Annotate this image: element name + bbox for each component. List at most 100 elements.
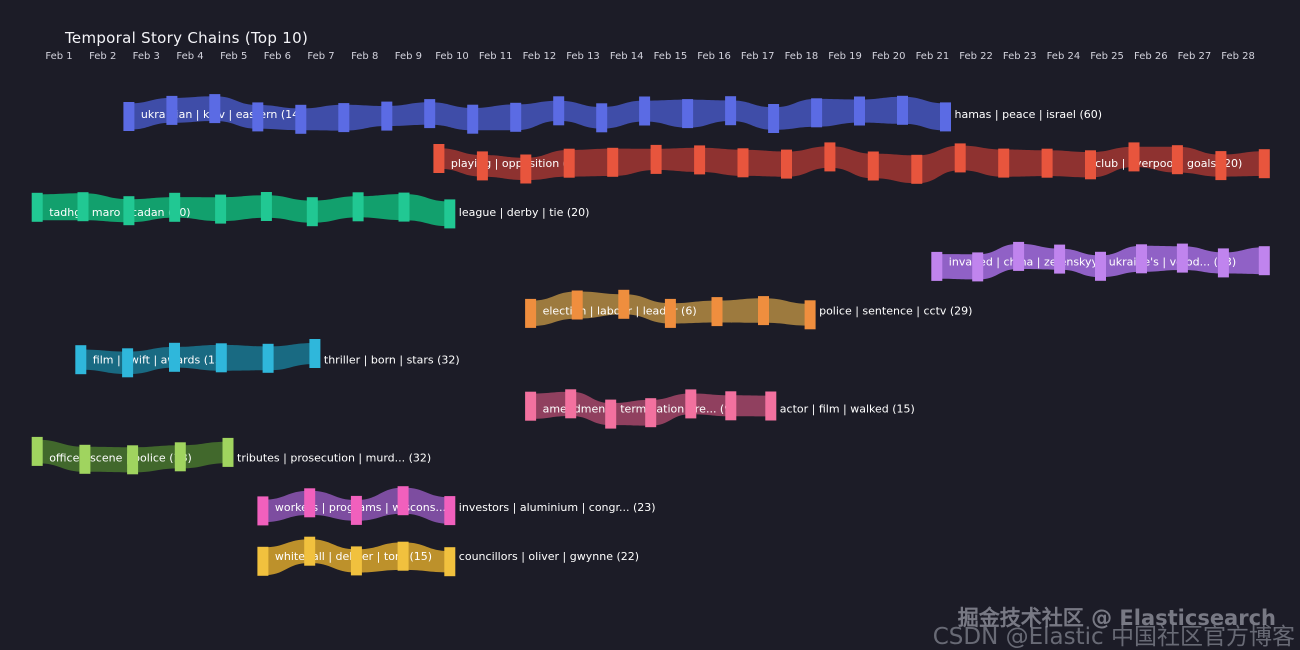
chain-bar [169, 192, 181, 222]
chain-bar [1085, 150, 1096, 180]
chart-title: Temporal Story Chains (Top 10) [65, 29, 309, 47]
axis-tick-label: Feb 3 [133, 51, 160, 62]
chain-bar [222, 437, 234, 467]
story-chain: playing | opposition (club | liverpool |… [433, 142, 1270, 184]
chain-bar [618, 289, 630, 319]
chain-bar [381, 101, 393, 131]
axis-tick-label: Feb 16 [697, 51, 731, 62]
story-chain: whitehall | deliver | tory (15)councillo… [257, 536, 639, 577]
chain-bar [954, 143, 966, 173]
axis-tick-label: Feb 18 [785, 51, 819, 62]
chain-bar [607, 147, 619, 177]
axis-tick-label: Feb 19 [828, 51, 862, 62]
chain-bar [972, 252, 984, 282]
axis-tick-label: Feb 21 [916, 51, 950, 62]
chain-start-label: playing | opposition ( [451, 157, 567, 170]
chain-bar [338, 103, 350, 133]
chain-bar [467, 104, 479, 134]
chain-bar [725, 96, 737, 126]
chain-bar [75, 345, 87, 375]
chain-bar [510, 102, 522, 132]
chain-bar [1041, 148, 1053, 178]
chain-bar [31, 436, 43, 466]
chain-bar [397, 486, 409, 516]
axis-tick-label: Feb 6 [264, 51, 291, 62]
chain-bar [824, 142, 836, 172]
chain-bar [350, 495, 362, 525]
chain-bar [304, 488, 316, 518]
axis-tick-label: Feb 24 [1047, 51, 1081, 62]
chain-bar [1128, 142, 1140, 172]
chain-bar [998, 148, 1010, 178]
chain-bar [737, 148, 749, 178]
chain-ribbon [37, 193, 450, 227]
chain-bar [940, 102, 951, 132]
chain-bar [209, 94, 221, 124]
axis-tick-label: Feb 12 [523, 51, 557, 62]
chain-ribbon [128, 96, 946, 131]
chain-bar [306, 197, 318, 227]
chain-bar [725, 391, 737, 421]
axis-tick-label: Feb 1 [45, 51, 72, 62]
chain-bar [553, 96, 565, 126]
chain-bar [169, 342, 180, 372]
chain-bar [1013, 241, 1025, 271]
chain-bar [605, 399, 617, 429]
chain-bar [811, 98, 823, 128]
chain-bar [768, 104, 780, 133]
chain-bar [444, 199, 456, 229]
chain-bar [309, 339, 321, 368]
chain-bar [596, 103, 608, 133]
chain-end-label: league | derby | tie (20) [459, 206, 590, 219]
chain-bar [304, 536, 316, 566]
axis-tick-label: Feb 14 [610, 51, 644, 62]
chain-end-label: police | sentence | cctv (29) [819, 304, 972, 317]
chain-bar [685, 389, 697, 419]
chain-bar [1095, 251, 1106, 281]
chain-start-label: invaded | china | zelenskyy | ukraine's … [949, 255, 1236, 268]
chain-bar [123, 102, 135, 131]
story-chain: tadhg | maro | cadan (20) league | derby … [31, 192, 590, 229]
chain-bar [295, 104, 307, 134]
chain-start-label: office | scene | police (18) [49, 452, 192, 465]
chain-bar [1215, 151, 1227, 181]
story-chain: ukrainian | kyiv | eastern (14) hamas | p… [123, 94, 1102, 134]
axis-tick-label: Feb 11 [479, 51, 513, 62]
chain-bar [424, 99, 436, 129]
chain-bar [257, 546, 269, 576]
chain-bar [520, 154, 532, 184]
axis-tick-label: Feb 22 [959, 51, 993, 62]
chain-bar [31, 192, 43, 222]
chain-bar [444, 547, 456, 577]
chain-bar [257, 496, 269, 526]
axis-tick-label: Feb 4 [176, 51, 203, 62]
chain-bar [215, 194, 227, 224]
chain-bar [1258, 149, 1270, 179]
chain-bar [867, 151, 879, 181]
chain-bar [650, 144, 662, 174]
axis-tick-label: Feb 17 [741, 51, 775, 62]
chain-bar [79, 444, 91, 474]
chain-bar [252, 102, 264, 132]
chain-end-label: councillors | oliver | gwynne (22) [459, 550, 639, 563]
chain-bar [931, 251, 943, 281]
story-chain: workers | programs | wiscons...investors… [257, 486, 656, 526]
chain-bar [897, 95, 908, 125]
axis-tick-label: Feb 20 [872, 51, 906, 62]
chain-bar [711, 297, 723, 327]
chain-bar [911, 154, 923, 184]
chain-end-label: thriller | born | stars (32) [324, 354, 460, 367]
chain-bar [215, 343, 227, 373]
chain-ribbon [438, 145, 1265, 184]
axis-tick-label: Feb 2 [89, 51, 116, 62]
axis-tick-label: Feb 7 [307, 51, 334, 62]
chain-bar [758, 296, 769, 326]
chain-bar [525, 391, 537, 421]
chain-bar [122, 348, 134, 378]
chain-bar [476, 151, 488, 181]
chain-end-label: investors | aluminium | congr... (23) [459, 501, 656, 514]
chain-bar [694, 145, 706, 175]
chain-bar [262, 343, 274, 373]
